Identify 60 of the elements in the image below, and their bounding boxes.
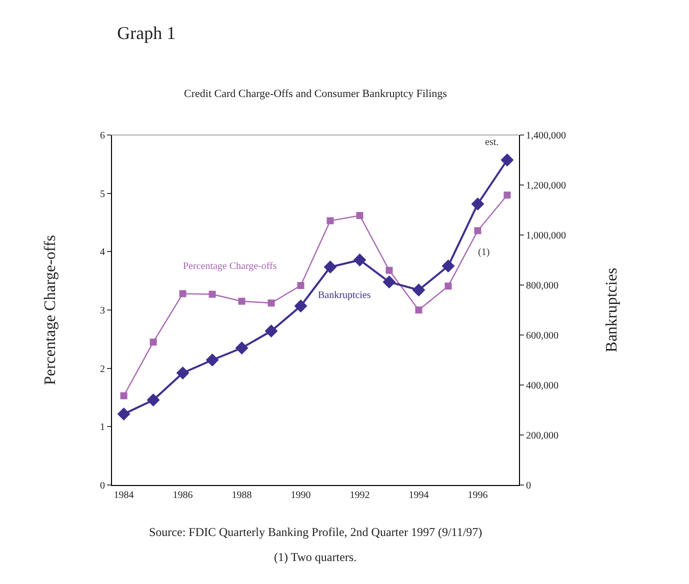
y-tick-label: 0	[100, 480, 105, 492]
series-label: Percentage Charge-offs	[183, 261, 277, 272]
point	[120, 392, 128, 400]
point	[238, 298, 246, 305]
x-tick-label: 1996	[468, 490, 488, 501]
chart-title: Graph 1	[117, 22, 176, 43]
point	[150, 338, 157, 346]
chart-subtitle: Credit Card Charge-Offs and Consumer Bankruptcy Filings	[184, 88, 447, 100]
point	[356, 212, 364, 219]
y-tick-label: 5	[100, 188, 105, 200]
y2-tick-label: 1,200,000	[526, 180, 566, 192]
x-tick-label: 1986	[172, 490, 193, 501]
y-tick-label: 3	[100, 306, 105, 316]
point	[444, 282, 452, 290]
point	[146, 394, 160, 406]
point	[326, 217, 334, 224]
text: (1) Two quarters.	[274, 550, 357, 564]
source-note: Source: FDIC Quarterly Banking Profile, 2nd Quarter 1997 (9/11/97)	[149, 525, 482, 539]
point	[117, 408, 130, 420]
point	[386, 266, 393, 274]
y2-tick-label: 400,000	[526, 380, 558, 392]
point	[294, 300, 308, 312]
annotation: est.	[485, 137, 499, 148]
point	[176, 366, 190, 380]
y2-tick-label: 200,000	[526, 430, 558, 442]
y-tick-label: 2	[100, 364, 105, 375]
point	[179, 290, 186, 298]
point	[415, 306, 422, 314]
y-tick-label: 6	[100, 130, 105, 142]
y2-tick-label: 1,400,000	[526, 130, 566, 142]
x-tick-label: 1994	[408, 490, 429, 501]
point	[353, 254, 366, 266]
point	[268, 300, 275, 306]
point	[442, 260, 455, 272]
annotation: (1)	[478, 247, 490, 258]
x-tick-label: 1990	[290, 490, 311, 501]
x-tick-label: 1984	[114, 490, 134, 501]
y-axis-title: Percentage Charge-offs	[42, 234, 59, 386]
y2-tick-label: 1,000,000	[526, 230, 566, 242]
point	[235, 342, 248, 354]
y2-tick-label: 0	[526, 480, 531, 492]
y2-axis-title: Bankruptcies	[604, 268, 621, 352]
x-tick-label: 1988	[232, 490, 252, 501]
point	[412, 284, 426, 296]
y-tick-label: 1	[100, 422, 105, 434]
series-label: Bankruptcies	[318, 290, 371, 301]
point	[208, 290, 216, 298]
point	[500, 154, 514, 166]
point	[324, 260, 337, 274]
x-tick-label: 1992	[350, 490, 370, 501]
point	[504, 192, 511, 199]
y-tick-label: 4	[100, 247, 105, 258]
point	[474, 227, 482, 234]
point	[264, 324, 278, 338]
y2-tick-label: 600,000	[526, 330, 558, 342]
point	[471, 198, 484, 210]
y2-tick-label: 800,000	[526, 280, 558, 292]
point	[382, 276, 396, 288]
point	[206, 354, 219, 366]
point	[297, 282, 304, 289]
